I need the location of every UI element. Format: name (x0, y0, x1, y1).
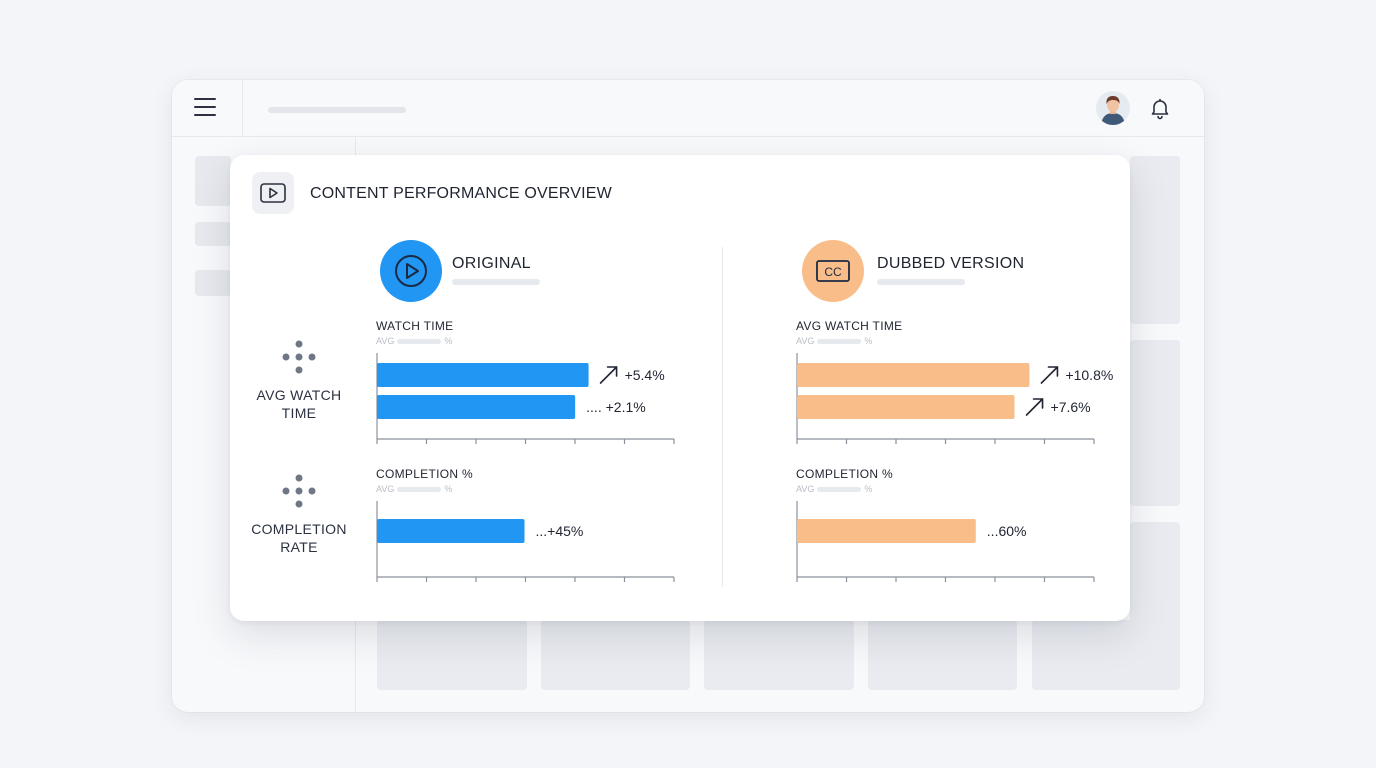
play-circle-icon (380, 240, 442, 302)
column-subtitle-placeholder (452, 279, 540, 285)
bar-chart-completion-dubbed: ...60% (796, 501, 1095, 582)
trend-up-icon (1040, 366, 1059, 384)
panel-title-avg-watch-time: AVG WATCH TIME (796, 319, 903, 333)
card-title: CONTENT PERFORMANCE OVERVIEW (310, 185, 612, 202)
bar (377, 519, 525, 543)
content-card-placeholder (1130, 156, 1180, 324)
content-card-placeholder (1032, 620, 1180, 690)
panel-subtitle: AVG% (376, 484, 453, 494)
column-divider (722, 247, 723, 587)
sidebar-item-placeholder[interactable] (195, 270, 231, 296)
content-card-placeholder (868, 620, 1017, 690)
bar-value-label: ...+45% (536, 523, 584, 539)
panel-title-completion: COMPLETION % (796, 467, 893, 481)
panel-title-watch-time: WATCH TIME (376, 319, 454, 333)
bar-value-label: ...60% (987, 523, 1027, 539)
bar-value-label: +7.6% (1051, 399, 1091, 415)
column-subtitle-placeholder (877, 279, 965, 285)
dots-icon (279, 472, 319, 512)
panel-subtitle: AVG% (796, 484, 873, 494)
content-performance-card: CONTENT PERFORMANCE OVERVIEW AVG WATCH TI… (230, 155, 1130, 621)
bell-icon[interactable] (1148, 96, 1172, 120)
trend-up-icon (1025, 398, 1044, 416)
bar-chart-completion-original: ...+45% (376, 501, 675, 582)
row-label-avg-watch-time: AVG WATCH TIME (256, 387, 342, 421)
column-title-dubbed-version: DUBBED VERSION (877, 255, 1025, 272)
bar (377, 363, 589, 387)
panel-subtitle: AVG% (376, 336, 453, 346)
content-card-placeholder (1130, 340, 1180, 506)
user-avatar-icon[interactable] (1096, 91, 1130, 125)
bar-value-label: +10.8% (1065, 367, 1113, 383)
trend-up-icon (599, 366, 618, 384)
sidebar-item-placeholder[interactable] (195, 156, 231, 206)
bar-value-label: +5.4% (625, 367, 665, 383)
closed-captions-icon: CC (802, 240, 864, 302)
content-card-placeholder (541, 620, 690, 690)
bar-value-label: .... +2.1% (586, 399, 646, 415)
top-bar (172, 80, 1204, 137)
column-title-original: ORIGINAL (452, 255, 531, 272)
bar (797, 363, 1030, 387)
dots-icon (279, 338, 319, 378)
bar (797, 395, 1015, 419)
bar (797, 519, 976, 543)
sidebar-item-placeholder[interactable] (195, 222, 231, 246)
panel-subtitle: AVG% (796, 336, 873, 346)
topbar-divider (242, 80, 243, 136)
hamburger-menu-icon[interactable] (194, 98, 218, 118)
bar-chart-watch-time-original: +5.4% .... +2.1% (376, 353, 675, 444)
content-card-placeholder (377, 620, 527, 690)
search-placeholder[interactable] (268, 107, 406, 113)
panel-title-completion: COMPLETION % (376, 467, 473, 481)
content-card-placeholder (704, 620, 854, 690)
bar-chart-watch-time-dubbed: +10.8% +7.6% (796, 353, 1113, 444)
row-label-completion-rate: COMPLETION RATE (251, 521, 347, 555)
bar (377, 395, 576, 419)
svg-text:CC: CC (824, 265, 842, 279)
video-play-icon (252, 172, 294, 214)
